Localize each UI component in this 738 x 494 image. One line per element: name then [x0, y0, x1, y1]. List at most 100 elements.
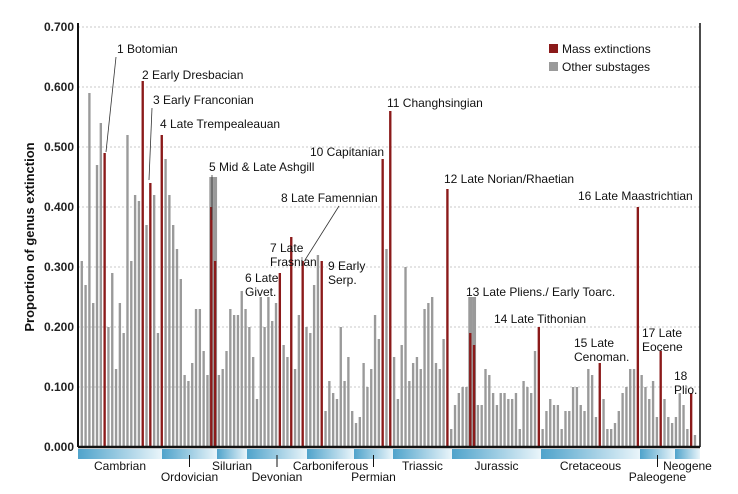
period-label: Triassic	[402, 459, 443, 473]
substage-bar	[632, 369, 636, 447]
substage-bar	[373, 315, 377, 447]
substage-bar	[172, 225, 175, 447]
annotation-label: 7 Late	[270, 241, 304, 255]
substage-bar	[221, 369, 224, 447]
annotation-label: Serp.	[328, 273, 357, 287]
period-band	[675, 449, 700, 459]
y-tick-label: 0.200	[44, 320, 74, 334]
substage-bar	[438, 369, 441, 447]
substage-bar	[351, 411, 354, 447]
substage-bar	[594, 417, 598, 447]
substage-bar	[430, 297, 434, 447]
substage-bar	[629, 369, 632, 447]
period-label: Permian	[351, 470, 396, 484]
substage-bar	[358, 417, 361, 447]
substage-bar	[541, 429, 544, 447]
period-label: Ordovician	[161, 470, 218, 484]
substage-bar	[328, 381, 331, 447]
substage-bar	[442, 339, 445, 447]
substage-bar	[80, 261, 83, 447]
substage-bar	[274, 303, 278, 447]
mass-extinction-bar	[320, 261, 323, 447]
substage-bar	[602, 399, 605, 447]
legend-swatch-mass	[549, 44, 558, 53]
substage-bar	[137, 201, 141, 447]
legend-label: Other substages	[562, 60, 650, 74]
period-label: Silurian	[212, 459, 252, 473]
substage-bar	[526, 387, 529, 447]
period-band	[354, 449, 393, 459]
substage-bar	[343, 381, 346, 447]
substage-bar	[232, 315, 236, 447]
substage-bar	[670, 423, 674, 447]
y-tick-label: 0.300	[44, 260, 74, 274]
annotation-label: 9 Early	[328, 259, 365, 273]
substage-bar	[126, 135, 129, 447]
substage-bar	[202, 351, 205, 447]
substage-bar	[316, 255, 320, 447]
substage-bar	[495, 405, 499, 447]
substage-bar	[354, 423, 358, 447]
mass-extinction-bar	[469, 333, 472, 447]
substage-bar	[339, 327, 342, 447]
mass-extinction-bar	[160, 135, 163, 447]
substage-bar	[610, 429, 613, 447]
period-band	[640, 449, 675, 459]
period-label: Neogene	[663, 459, 712, 473]
annotation-label: Eocene	[642, 340, 683, 354]
annotation-label: Plio.	[674, 383, 697, 397]
annotation-label: Givet.	[245, 285, 276, 299]
substage-bar	[229, 309, 232, 447]
substage-bar	[434, 363, 438, 447]
substage-bar	[309, 333, 312, 447]
substage-bar	[686, 429, 689, 447]
legend-label: Mass extinctions	[562, 42, 651, 56]
substage-bar	[427, 303, 430, 447]
leader-line	[304, 205, 340, 261]
substage-bar	[335, 399, 339, 447]
substage-bar	[518, 429, 521, 447]
substage-bar	[491, 393, 495, 447]
substage-bar	[571, 387, 575, 447]
mass-extinction-bar	[290, 237, 293, 447]
substage-bar	[225, 351, 228, 447]
annotation-label: 8 Late Famennian	[281, 191, 378, 205]
period-label: Jurassic	[474, 459, 518, 473]
substage-bar	[251, 357, 255, 447]
substage-bar	[244, 309, 247, 447]
annotation-label: 6 Late	[245, 271, 279, 285]
period-band	[78, 449, 162, 459]
y-tick-label: 0.600	[44, 80, 74, 94]
annotation-label: 13 Late Pliens./ Early Toarc.	[466, 285, 615, 299]
mass-extinction-bar	[537, 327, 540, 447]
substage-bar	[625, 387, 628, 447]
period-band	[217, 449, 247, 459]
substage-bar	[271, 321, 274, 447]
substage-bar	[682, 405, 685, 447]
substage-bar	[568, 411, 571, 447]
substage-bar	[152, 195, 156, 447]
substage-bar	[560, 429, 563, 447]
substage-bar	[530, 393, 533, 447]
substage-bar	[324, 411, 327, 447]
substage-bar	[282, 345, 285, 447]
substage-bar	[347, 357, 350, 447]
substage-bar	[168, 195, 171, 447]
substage-bar	[674, 417, 678, 447]
substage-bar	[552, 405, 556, 447]
y-tick-label: 0.000	[44, 440, 74, 454]
period-label: Cretaceous	[560, 459, 621, 473]
substage-bar	[164, 159, 167, 447]
substage-bar	[111, 273, 114, 447]
substage-bar	[579, 405, 582, 447]
mass-extinction-bar	[636, 207, 640, 447]
substage-bar	[366, 387, 369, 447]
substage-bar	[118, 303, 122, 447]
period-band	[452, 449, 541, 459]
substage-bar	[255, 399, 259, 447]
period-band	[247, 449, 307, 459]
substage-bar	[179, 279, 182, 447]
substage-bar	[575, 387, 579, 447]
substage-bar	[678, 393, 681, 447]
